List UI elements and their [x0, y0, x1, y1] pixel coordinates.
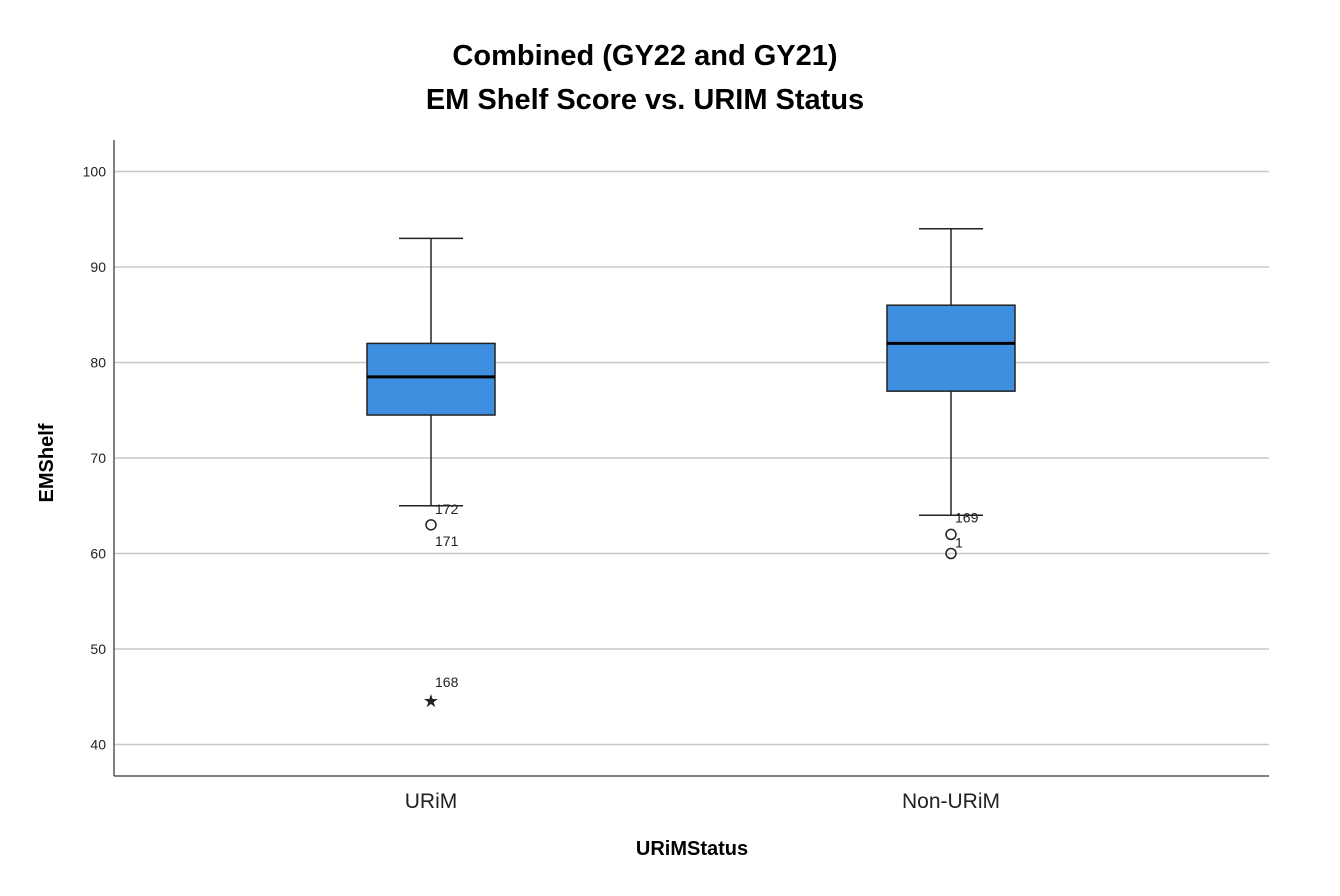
outlier-label: 172 [435, 501, 459, 517]
outlier-marker [425, 519, 437, 531]
y-tick-labels: 40 50 60 70 80 90 100 [83, 164, 107, 753]
y-axis-label: EMShelf [36, 423, 58, 502]
interquartile-box [886, 304, 1016, 392]
chart-title: Combined (GY22 and GY21) [452, 40, 838, 72]
grid-lines [114, 170, 1269, 746]
y-tick-label: 40 [90, 737, 106, 753]
outlier-label: 1 [955, 535, 963, 551]
y-tick-label: 80 [90, 355, 106, 371]
x-tick-label: URiM [405, 790, 458, 813]
y-tick-label: 70 [90, 450, 106, 466]
box-1: 172 171 ★168 [366, 237, 496, 712]
y-tick-label: 100 [83, 164, 107, 180]
y-tick-label: 50 [90, 641, 106, 657]
y-tick-label: 90 [90, 259, 106, 275]
outlier-marker [945, 528, 957, 541]
y-tick-label: 60 [90, 546, 106, 562]
interquartile-box [366, 342, 496, 416]
chart-subtitle: EM Shelf Score vs. URIM Status [425, 84, 865, 116]
outlier-marker [945, 547, 957, 560]
x-tick-labels: URiM Non-URiM [405, 790, 1000, 813]
x-tick-label: Non-URiM [902, 790, 1000, 813]
extreme-outlier-marker: ★ [423, 691, 439, 712]
axes [113, 140, 1269, 777]
outlier-label: 171 [435, 533, 459, 549]
outlier-label: 169 [955, 509, 979, 525]
outlier-label: 168 [435, 674, 459, 690]
x-axis-label: URiMStatus [636, 838, 748, 860]
